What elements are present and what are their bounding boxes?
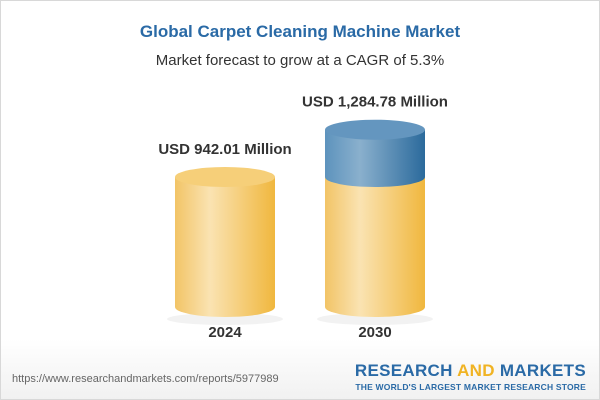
value-label: USD 942.01 Million: [158, 141, 291, 158]
year-label: 2030: [358, 324, 391, 341]
research-and-markets-logo: RESEARCH AND MARKETS THE WORLD'S LARGEST…: [354, 361, 586, 392]
cylinder-2024: [175, 177, 275, 317]
source-url[interactable]: https://www.researchandmarkets.com/repor…: [12, 373, 279, 385]
chart-subtitle: Market forecast to grow at a CAGR of 5.3…: [155, 52, 445, 69]
value-label: USD 1,284.78 Million: [302, 94, 448, 111]
cylinder-shadow: [317, 313, 433, 325]
cylinder-shadow: [167, 313, 283, 325]
year-label: 2024: [208, 324, 242, 341]
cylinder-top-2024: [175, 167, 275, 188]
cylinder-growth-segment: [325, 129, 425, 188]
cylinder-base-segment: [325, 177, 425, 317]
chart-title: Global Carpet Cleaning Machine Market: [139, 22, 461, 41]
cylinder-top-2030: [325, 119, 425, 140]
